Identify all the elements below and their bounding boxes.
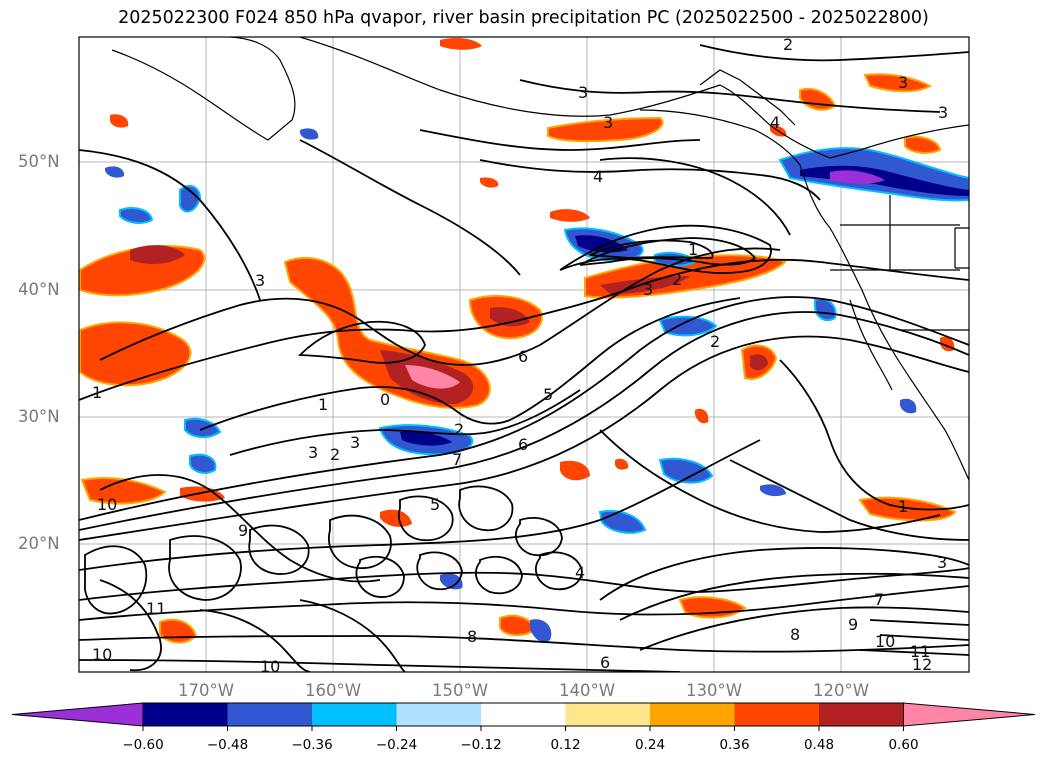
colorbar-segment — [565, 703, 651, 726]
lon-label-150w: 150°W — [431, 681, 489, 700]
contour-label: 1 — [898, 497, 908, 516]
colorbar-tick-label: −0.48 — [206, 737, 249, 753]
vapor-contours — [79, 44, 969, 672]
contour-label: 7 — [452, 450, 462, 469]
lon-label-160w: 160°W — [304, 681, 362, 700]
precip-negative-patches — [105, 128, 969, 642]
colorbar-segment — [312, 703, 397, 726]
contour-label: 3 — [350, 433, 360, 452]
contour-label: 12 — [912, 655, 932, 674]
colorbar-segment — [143, 703, 228, 726]
lat-label-30n: 30°N — [18, 407, 60, 426]
lat-label-50n: 50°N — [18, 152, 60, 171]
contour-label: 8 — [790, 625, 800, 644]
contour-label: 3 — [255, 271, 265, 290]
contour-label: 3 — [578, 83, 588, 102]
contour-label: 10 — [875, 632, 895, 651]
colorbar-tick-label: 0.12 — [550, 737, 581, 753]
colorbar-tick-label: 0.36 — [719, 737, 750, 753]
contour-label: 3 — [643, 280, 653, 299]
contour-label: 6 — [518, 347, 528, 366]
contour-labels: 2 3 3 3 3 4 4 1 2 3 3 1 2 0 6 2 1 3 2 3 … — [92, 35, 948, 676]
colorbar-tick-label: 0.24 — [634, 737, 666, 753]
lon-label-140w: 140°W — [558, 681, 616, 700]
contour-label: 3 — [898, 73, 908, 92]
colorbar-segment — [396, 703, 482, 726]
figure-title: 2025022300 F024 850 hPa qvapor, river ba… — [118, 8, 929, 28]
lon-label-120w: 120°W — [812, 681, 870, 700]
lat-label-40n: 40°N — [18, 280, 60, 299]
contour-label: 4 — [575, 563, 585, 582]
colorbar-tick-label: −0.60 — [122, 737, 164, 753]
contour-label: 1 — [92, 383, 102, 402]
contour-label: 4 — [770, 113, 780, 132]
colorbar-tick-label: −0.36 — [291, 737, 333, 753]
contour-label: 10 — [260, 657, 280, 676]
contour-label: 1 — [318, 395, 328, 414]
contour-label: 6 — [600, 653, 610, 672]
colorbar-tick-label: 0.60 — [888, 737, 919, 753]
contour-label: 2 — [672, 270, 682, 289]
contour-label: 4 — [593, 167, 603, 186]
colorbar-tick-label: −0.12 — [460, 737, 502, 753]
colorbar-segment — [819, 703, 904, 726]
contour-label: 11 — [146, 599, 166, 618]
colorbar-extend-high — [903, 702, 1036, 727]
contour-label: 3 — [937, 553, 947, 572]
contour-label: 11 — [910, 642, 930, 661]
contour-label: 7 — [874, 590, 884, 609]
colorbar-segment — [734, 703, 820, 726]
contour-label: 9 — [238, 521, 248, 540]
contour-label: 6 — [518, 435, 528, 454]
colorbar-segment — [481, 703, 566, 726]
colorbar-segment — [650, 703, 735, 726]
contour-label: 10 — [97, 495, 117, 514]
contour-label: 2 — [454, 420, 464, 439]
lon-label-170w: 170°W — [177, 681, 235, 700]
colorbar — [11, 702, 1036, 731]
lat-label-20n: 20°N — [18, 534, 60, 553]
colorbar-segment — [227, 703, 313, 726]
contour-label: 3 — [308, 443, 318, 462]
coastlines — [111, 37, 969, 481]
contour-label: 8 — [467, 627, 477, 646]
colorbar-tick-label: −0.24 — [375, 737, 418, 753]
contour-label: 5 — [543, 385, 553, 404]
lon-label-130w: 130°W — [685, 681, 743, 700]
contour-label: 0 — [380, 390, 390, 409]
colorbar-extend-low — [11, 702, 144, 727]
contour-label: 3 — [603, 113, 613, 132]
contour-label: 5 — [430, 495, 440, 514]
contour-label: 1 — [688, 240, 698, 259]
contour-label: 9 — [848, 615, 858, 634]
contour-label: 2 — [710, 332, 720, 351]
colorbar-frame — [142, 702, 904, 727]
contour-label: 2 — [330, 445, 340, 464]
contour-label: 3 — [938, 103, 948, 122]
colorbar-tick-label: 0.48 — [803, 737, 835, 753]
contour-label: 2 — [783, 35, 793, 54]
map-frame — [78, 36, 970, 673]
contour-label: 10 — [92, 645, 112, 664]
